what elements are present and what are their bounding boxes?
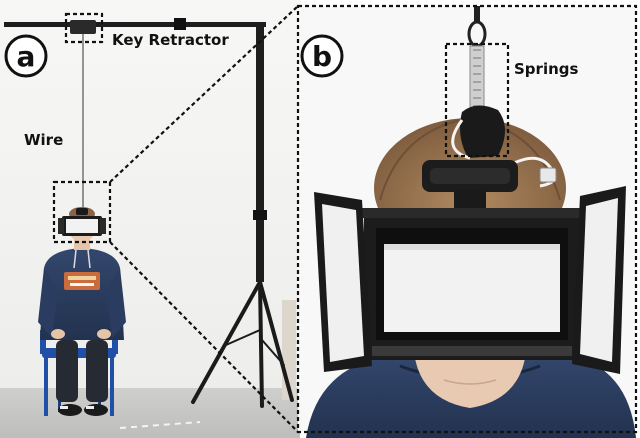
dashed-box-springs — [444, 42, 510, 158]
stand-clamp — [174, 18, 186, 30]
panel-b-dashed-frame — [296, 4, 638, 434]
badge-a-text: a — [17, 40, 36, 73]
stand-pole-joint — [253, 210, 267, 220]
front-screen — [384, 244, 560, 332]
badge-a: a — [4, 34, 48, 78]
label-key-retractor: Key Retractor — [112, 31, 229, 49]
tripod — [191, 280, 294, 408]
floor-marking — [119, 421, 201, 429]
stand-pole — [256, 22, 264, 282]
head-strap — [460, 105, 505, 158]
panel-a-floor — [0, 388, 300, 438]
chin — [414, 352, 526, 408]
badge-b-text: b — [312, 40, 332, 73]
connector-bottom — [109, 241, 299, 433]
panel-b: b Springs — [298, 6, 636, 438]
connector-top — [109, 5, 299, 183]
panel-a-wall — [0, 0, 300, 438]
springs-device — [469, 45, 485, 115]
key-retractor-device — [70, 20, 96, 34]
headset-small — [58, 208, 106, 236]
label-wire: Wire — [24, 131, 63, 149]
dashed-box-retractor — [64, 12, 104, 44]
panel-a: a Key Retractor Wire — [0, 0, 300, 438]
badge-b: b — [300, 34, 344, 78]
dashed-box-headset — [52, 180, 112, 244]
label-springs: Springs — [514, 60, 578, 78]
stand-top-bar — [4, 22, 266, 27]
